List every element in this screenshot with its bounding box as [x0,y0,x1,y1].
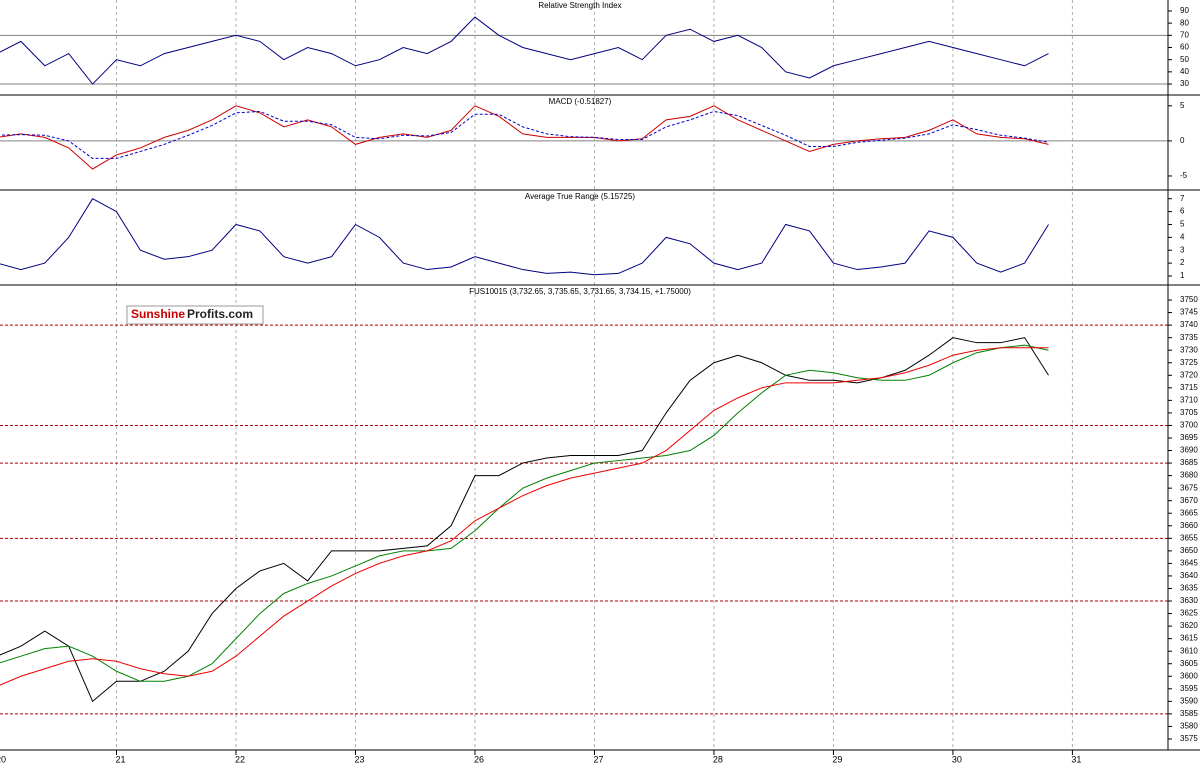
y-tick-label: 90 [1180,6,1189,15]
y-tick-label: 50 [1180,55,1189,64]
series-line [0,347,1049,686]
y-tick-label: 3720 [1180,370,1198,379]
y-tick-label: 70 [1180,30,1189,39]
y-tick-label: 80 [1180,18,1189,27]
logo-box [126,305,264,325]
series-line [0,16,1049,85]
y-tick-label: 3655 [1180,533,1198,542]
y-tick-label: 5 [1180,101,1185,110]
series-line [0,110,1049,159]
y-tick-label: 0 [1180,136,1185,145]
y-tick-label: 3640 [1180,571,1198,580]
panel-title: FUS10015 (3,732.65, 3,735.65, 3,731.65, … [469,287,691,296]
y-tick-label: 2 [1180,258,1185,267]
y-tick-label: 7 [1180,194,1185,203]
y-tick-label: 3600 [1180,671,1198,680]
y-tick-label: 3660 [1180,521,1198,530]
y-tick-label: 3695 [1180,433,1198,442]
x-tick-label: 27 [593,754,603,764]
panel-title: MACD (-0.51827) [549,97,612,106]
y-tick-label: 3690 [1180,446,1198,455]
y-tick-label: 3585 [1180,709,1198,718]
y-tick-label: 3 [1180,245,1185,254]
y-tick-label: 3610 [1180,646,1198,655]
y-tick-label: 3705 [1180,408,1198,417]
panel-title: Relative Strength Index [538,1,621,10]
x-tick-label: 29 [832,754,842,764]
x-tick-label: 22 [235,754,245,764]
y-tick-label: 3615 [1180,634,1198,643]
y-tick-label: -5 [1180,171,1188,180]
x-tick-label: 20 [0,754,6,764]
y-tick-label: 30 [1180,79,1189,88]
y-tick-label: 3750 [1180,295,1198,304]
logo-text: Profits.com [187,307,253,321]
y-tick-label: 3635 [1180,584,1198,593]
y-tick-label: 3740 [1180,320,1198,329]
y-tick-label: 3590 [1180,696,1198,705]
y-tick-label: 3675 [1180,483,1198,492]
y-tick-label: 3730 [1180,345,1198,354]
y-tick-label: 3630 [1180,596,1198,605]
y-tick-label: 3680 [1180,471,1198,480]
y-tick-label: 3670 [1180,496,1198,505]
y-tick-label: 3575 [1180,734,1198,743]
y-tick-label: 3735 [1180,333,1198,342]
y-tick-label: 3685 [1180,458,1198,467]
x-tick-label: 28 [713,754,723,764]
y-tick-label: 3650 [1180,546,1198,555]
y-tick-label: 4 [1180,232,1185,241]
series-line [0,344,1049,682]
x-tick-label: 31 [1071,754,1081,764]
y-tick-label: 3645 [1180,559,1198,568]
y-tick-label: 3620 [1180,621,1198,630]
logo: Sunshine Profits.com [126,305,264,325]
y-tick-label: 3710 [1180,395,1198,404]
y-tick-label: 3605 [1180,659,1198,668]
logo-text: Sunshine [131,307,185,321]
y-tick-label: 3580 [1180,722,1198,731]
y-tick-label: 3595 [1180,684,1198,693]
series-line [0,105,1049,170]
y-tick-label: 60 [1180,43,1189,52]
y-tick-label: 40 [1180,67,1189,76]
y-tick-label: 3665 [1180,508,1198,517]
y-tick-label: 3625 [1180,609,1198,618]
y-tick-label: 5 [1180,220,1185,229]
series-line [0,198,1049,276]
y-tick-label: 3715 [1180,383,1198,392]
y-tick-label: 6 [1180,207,1185,216]
panel-title: Average True Range (5.15725) [525,192,635,201]
x-tick-label: 30 [952,754,962,764]
y-tick-label: 3700 [1180,421,1198,430]
y-tick-label: 3725 [1180,358,1198,367]
x-tick-label: 26 [474,754,484,764]
x-tick-label: 21 [115,754,125,764]
y-tick-label: 3745 [1180,308,1198,317]
x-tick-label: 23 [354,754,364,764]
y-tick-label: 1 [1180,271,1185,280]
